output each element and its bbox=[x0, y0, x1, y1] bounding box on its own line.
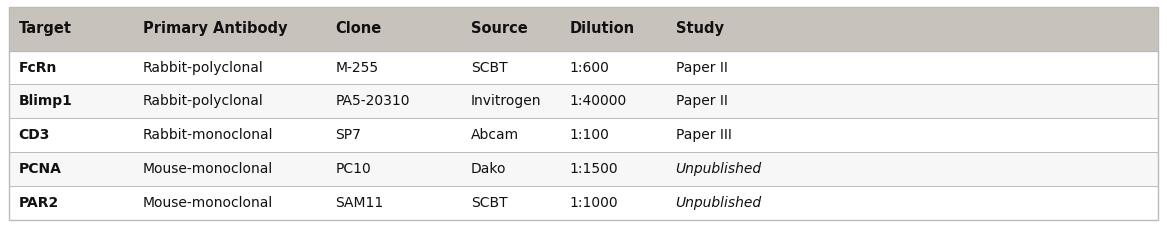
Text: Mouse-monoclonal: Mouse-monoclonal bbox=[142, 196, 273, 210]
Text: 1:100: 1:100 bbox=[569, 128, 609, 142]
Text: Unpublished: Unpublished bbox=[676, 162, 762, 176]
Text: Rabbit-polyclonal: Rabbit-polyclonal bbox=[142, 94, 264, 109]
Text: Invitrogen: Invitrogen bbox=[471, 94, 541, 109]
Text: SCBT: SCBT bbox=[471, 61, 508, 74]
Text: Dako: Dako bbox=[471, 162, 506, 176]
Bar bbox=[9, 186, 1158, 220]
Text: Dilution: Dilution bbox=[569, 21, 635, 36]
Bar bbox=[9, 152, 1158, 186]
Text: PA5-20310: PA5-20310 bbox=[336, 94, 410, 109]
Text: Study: Study bbox=[676, 21, 724, 36]
Text: Unpublished: Unpublished bbox=[676, 196, 762, 210]
Text: Target: Target bbox=[19, 21, 71, 36]
Text: Clone: Clone bbox=[336, 21, 382, 36]
Text: M-255: M-255 bbox=[336, 61, 379, 74]
Text: Blimp1: Blimp1 bbox=[19, 94, 72, 109]
Text: FcRn: FcRn bbox=[19, 61, 57, 74]
Text: PCNA: PCNA bbox=[19, 162, 62, 176]
Text: 1:40000: 1:40000 bbox=[569, 94, 627, 109]
Text: Rabbit-polyclonal: Rabbit-polyclonal bbox=[142, 61, 264, 74]
Text: Source: Source bbox=[471, 21, 527, 36]
Text: SP7: SP7 bbox=[336, 128, 362, 142]
Text: Rabbit-monoclonal: Rabbit-monoclonal bbox=[142, 128, 273, 142]
Text: 1:600: 1:600 bbox=[569, 61, 609, 74]
Text: SAM11: SAM11 bbox=[336, 196, 384, 210]
Text: Mouse-monoclonal: Mouse-monoclonal bbox=[142, 162, 273, 176]
Text: PAR2: PAR2 bbox=[19, 196, 58, 210]
Text: Primary Antibody: Primary Antibody bbox=[142, 21, 287, 36]
Text: Abcam: Abcam bbox=[471, 128, 519, 142]
Text: Paper II: Paper II bbox=[676, 61, 727, 74]
Bar bbox=[9, 7, 1158, 51]
Text: CD3: CD3 bbox=[19, 128, 50, 142]
Text: Paper III: Paper III bbox=[676, 128, 732, 142]
Bar bbox=[9, 118, 1158, 152]
Text: PC10: PC10 bbox=[336, 162, 371, 176]
Text: SCBT: SCBT bbox=[471, 196, 508, 210]
Bar bbox=[9, 51, 1158, 84]
Bar bbox=[9, 84, 1158, 118]
Text: Paper II: Paper II bbox=[676, 94, 727, 109]
Text: 1:1500: 1:1500 bbox=[569, 162, 619, 176]
Text: 1:1000: 1:1000 bbox=[569, 196, 619, 210]
